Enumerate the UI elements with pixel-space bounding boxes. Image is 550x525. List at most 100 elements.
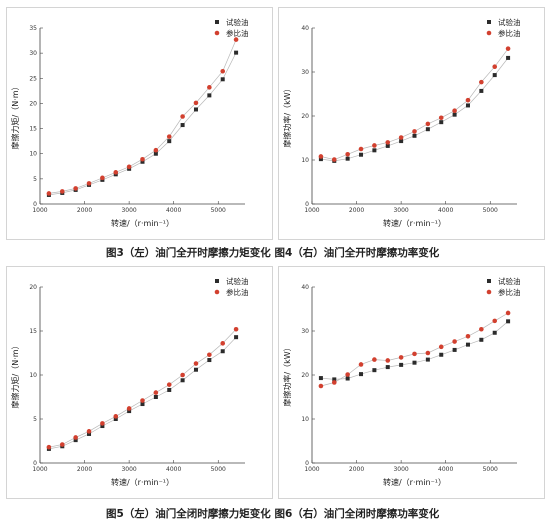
data-point-reference xyxy=(372,143,377,148)
y-tick-label: 30 xyxy=(301,328,309,335)
y-tick-label: 20 xyxy=(29,284,37,291)
data-point-reference xyxy=(207,352,212,358)
y-tick-label: 20 xyxy=(29,100,37,107)
x-tick-label: 1000 xyxy=(32,207,47,214)
data-point-test xyxy=(439,120,444,125)
x-tick-label: 4000 xyxy=(166,207,181,214)
data-point-reference xyxy=(59,189,65,194)
y-tick-label: 20 xyxy=(301,113,309,120)
data-point-test xyxy=(140,402,145,407)
data-point-test xyxy=(167,139,172,144)
data-point-reference xyxy=(46,444,52,450)
legend-label-test: 试验油 xyxy=(226,17,249,27)
data-point-test xyxy=(492,73,497,78)
data-point-test xyxy=(452,347,457,352)
x-tick-label: 3000 xyxy=(121,207,136,214)
data-point-test xyxy=(180,378,185,383)
x-tick-label: 4000 xyxy=(438,207,453,214)
y-tick-label: 15 xyxy=(29,126,37,133)
y-tick-label: 0 xyxy=(33,201,37,208)
data-point-reference xyxy=(166,134,172,139)
data-point-test xyxy=(399,362,404,367)
data-point-reference xyxy=(193,361,199,366)
data-point-test xyxy=(100,424,105,429)
x-tick-label: 3000 xyxy=(121,466,136,473)
data-point-reference xyxy=(465,333,471,339)
series-fit-line xyxy=(48,39,237,194)
data-point-test xyxy=(318,376,323,381)
data-point-reference xyxy=(452,339,457,344)
data-point-test xyxy=(220,77,225,82)
data-point-test xyxy=(180,123,185,128)
data-point-test xyxy=(492,330,497,335)
data-point-reference xyxy=(438,344,444,350)
data-point-reference xyxy=(492,64,498,70)
data-point-reference xyxy=(100,421,105,426)
chart-panel-fig3: 1000 2000 3000 4000 5000 0 5 10 15 20 25 30 35 转速/（r·… xyxy=(6,7,273,240)
data-point-test xyxy=(73,438,78,443)
legend-marker-test xyxy=(487,279,491,283)
data-point-test xyxy=(372,148,377,153)
chart-panel-fig6: 1000 2000 3000 4000 5000 0 10 20 30 40 转速/（r·min⁻¹… xyxy=(278,266,545,499)
legend-marker-reference xyxy=(486,30,492,36)
x-axis-label: 转速/（r·min⁻¹） xyxy=(111,477,174,487)
data-point-reference xyxy=(345,151,350,157)
caption-row1: 图3（左）油门全开时摩擦力矩变化 图4（右）油门全开时摩擦功率变化 xyxy=(106,247,440,259)
data-point-reference xyxy=(345,372,350,377)
x-tick-label: 2000 xyxy=(77,207,92,214)
data-point-reference xyxy=(358,146,364,152)
y-tick-label: 30 xyxy=(301,69,309,76)
series-fit-line xyxy=(320,57,509,162)
legend-label-test: 试验油 xyxy=(226,276,249,286)
legend-label-test: 试验油 xyxy=(498,17,521,27)
data-point-test xyxy=(479,337,484,342)
legend-label-reference: 参比油 xyxy=(226,287,249,297)
legend-marker-reference xyxy=(486,289,492,295)
data-point-test xyxy=(220,349,225,354)
legend-label-test: 试验油 xyxy=(498,276,521,286)
data-point-test xyxy=(345,376,350,381)
data-point-test xyxy=(425,357,430,362)
data-point-reference xyxy=(86,181,92,186)
y-tick-label: 10 xyxy=(301,157,309,164)
data-point-reference xyxy=(331,380,337,385)
x-tick-label: 5000 xyxy=(483,466,498,473)
data-point-test xyxy=(167,387,172,392)
data-point-reference xyxy=(331,157,337,162)
data-point-test xyxy=(207,93,212,98)
x-tick-label: 3000 xyxy=(393,466,408,473)
data-point-reference xyxy=(100,175,105,181)
data-point-reference xyxy=(505,46,511,51)
data-point-reference xyxy=(126,164,132,170)
data-point-test xyxy=(399,139,404,144)
data-point-reference xyxy=(180,372,185,378)
x-tick-label: 1000 xyxy=(32,466,47,473)
data-point-test xyxy=(465,342,470,347)
legend-marker-test xyxy=(215,279,219,283)
data-point-test xyxy=(465,103,470,108)
data-point-test xyxy=(207,358,212,363)
x-tick-label: 1000 xyxy=(304,466,319,473)
x-tick-label: 4000 xyxy=(438,466,453,473)
data-point-reference xyxy=(73,435,78,440)
data-point-test xyxy=(506,55,511,60)
legend-label-reference: 参比油 xyxy=(498,287,521,297)
data-point-reference xyxy=(318,154,324,159)
data-point-test xyxy=(234,335,239,340)
y-tick-label: 15 xyxy=(29,328,37,335)
y-tick-label: 30 xyxy=(29,50,37,57)
data-point-reference xyxy=(233,326,239,332)
chart-fig5-torque-closed: 1000 2000 3000 4000 5000 0 5 10 15 20 转速/（r·min⁻¹）… xyxy=(10,276,249,487)
data-point-test xyxy=(359,372,364,377)
y-tick-label: 0 xyxy=(33,460,37,467)
data-point-test xyxy=(452,112,457,117)
data-point-test xyxy=(87,431,92,436)
data-point-reference xyxy=(207,85,212,90)
data-point-test xyxy=(345,156,350,161)
data-point-reference xyxy=(180,114,185,119)
y-tick-label: 10 xyxy=(301,416,309,423)
x-tick-label: 1000 xyxy=(304,207,319,214)
y-tick-label: 0 xyxy=(305,460,309,467)
legend-marker-reference xyxy=(214,30,220,36)
caption-row2: 图5（左）油门全闭时摩擦力矩变化 图6（右）油门全闭时摩擦功率变化 xyxy=(106,508,440,520)
